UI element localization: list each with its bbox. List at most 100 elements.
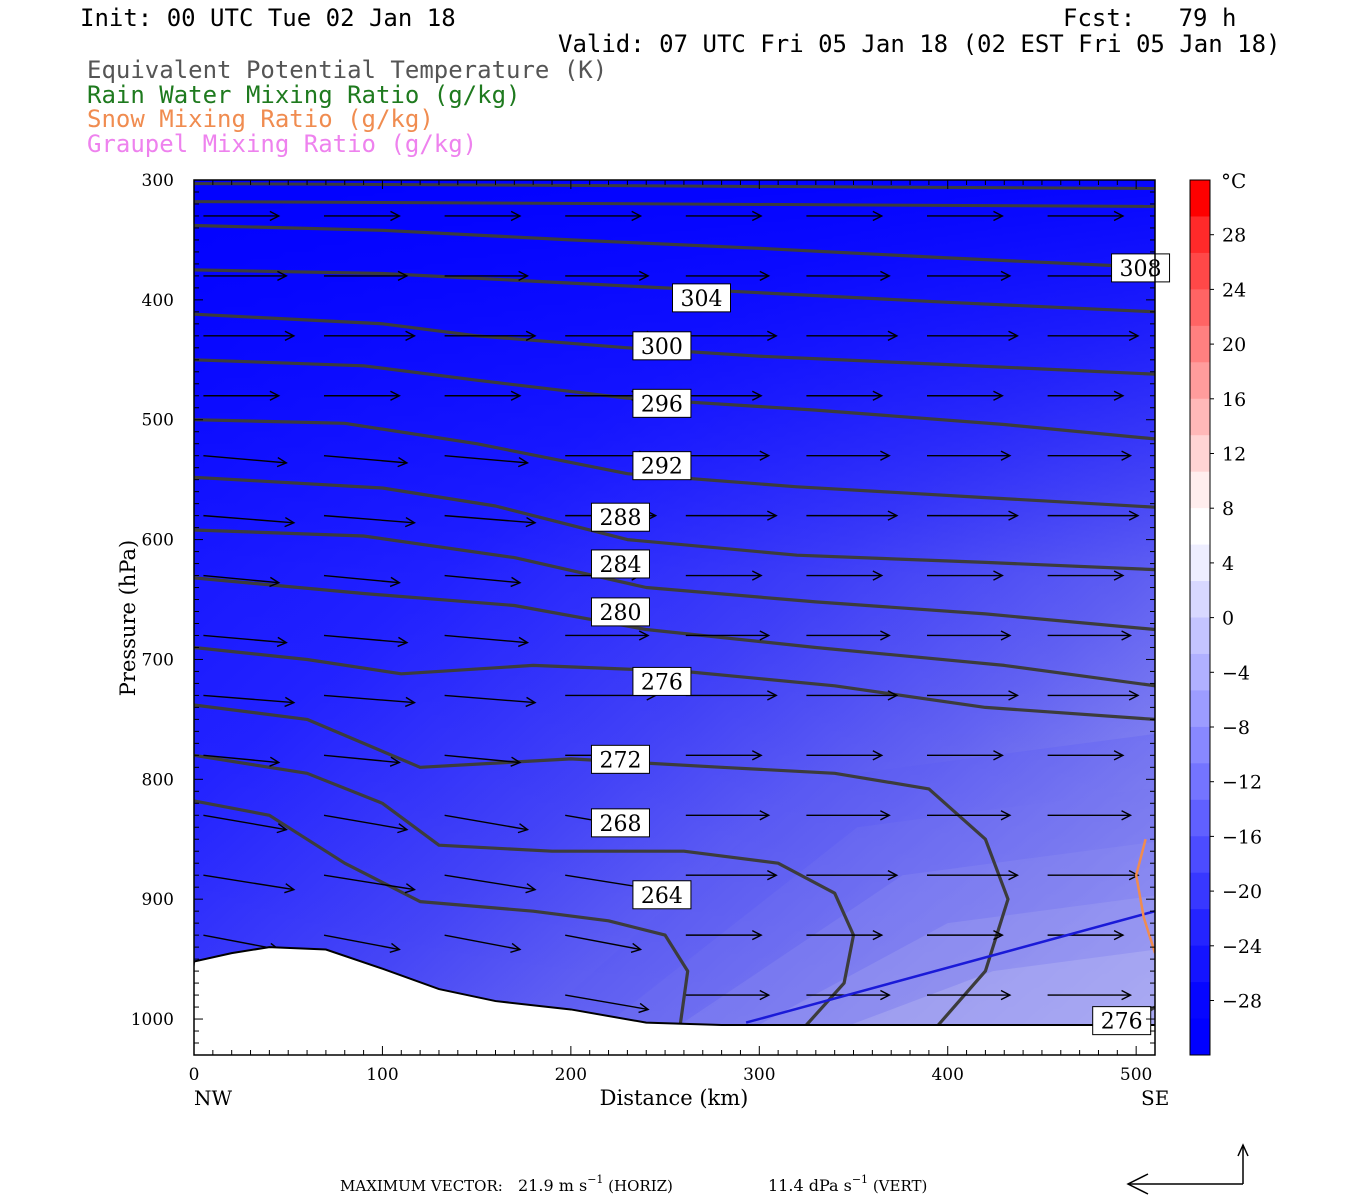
colorbar-label: 24: [1222, 279, 1246, 301]
colorbar-swatch: [1190, 1018, 1210, 1056]
field-legend-rain: Rain Water Mixing Ratio (g/kg): [87, 81, 521, 109]
wind-vector-head: [518, 270, 530, 282]
wind-vector-head: [525, 883, 537, 894]
wind-vector-head: [880, 270, 891, 282]
x-tick-label: 500: [1120, 1065, 1152, 1085]
wind-vector-head: [1000, 630, 1012, 641]
temperature-band: [634, 841, 1155, 1055]
contour-label: 288: [599, 506, 641, 531]
wind-vector-head: [269, 390, 281, 401]
wind-vector-head: [887, 870, 899, 881]
wind-vector-head: [510, 390, 522, 401]
wind-vector: [203, 454, 287, 464]
colorbar-label: −4: [1222, 662, 1250, 684]
colorbar-swatch: [1190, 216, 1210, 254]
colorbar-swatch: [1190, 763, 1210, 801]
wind-vector-head: [269, 576, 281, 588]
wind-vector-head: [390, 210, 401, 222]
theta-e-contour-264: [194, 799, 690, 1026]
colorbar-swatch: [1190, 508, 1210, 546]
max-vector-label: MAXIMUM VECTOR:: [340, 1177, 503, 1195]
wind-vector-head: [1000, 450, 1012, 461]
theta-e-contour-276: [194, 645, 1155, 721]
contour-label-box: [632, 388, 692, 418]
wind-vector: [323, 874, 415, 891]
x-tick-label: 300: [743, 1065, 775, 1085]
wind-vector: [323, 574, 400, 584]
wind-vector: [323, 694, 415, 704]
wind-vector-head: [630, 942, 643, 953]
reference-vector-icon: [1126, 1143, 1249, 1195]
colorbar-swatch: [1190, 617, 1210, 655]
x-tick-label: 0: [189, 1065, 200, 1085]
wind-vector: [444, 634, 528, 644]
wind-vector-head: [1000, 270, 1012, 282]
y-tick-label: 400: [142, 291, 174, 311]
wind-vector-head: [872, 929, 884, 941]
theta-e-contour-280: [194, 576, 1155, 688]
colorbar-swatch: [1190, 909, 1210, 947]
contour-label: 280: [599, 601, 641, 626]
y-tick-label: 1000: [131, 1010, 174, 1030]
wind-vector-head: [1128, 510, 1140, 521]
wind-vector-head: [751, 210, 763, 222]
theta-e-contour: [194, 182, 1155, 190]
wind-vector-head: [510, 576, 522, 588]
wind-vector-head: [404, 696, 417, 708]
colorbar-label: 16: [1222, 389, 1246, 411]
wind-vector-head: [767, 870, 778, 881]
wind-vector: [444, 574, 521, 584]
wind-vector-head: [269, 210, 281, 222]
wind-vector: [323, 454, 407, 464]
colorbar-swatch: [1190, 581, 1210, 618]
wind-vector-head: [276, 636, 288, 648]
terrain-mask: [194, 946, 1155, 1055]
wind-vector-head: [759, 450, 771, 461]
contour-label: 272: [599, 748, 641, 773]
theta-e-contour-284: [194, 528, 1155, 632]
wind-vector-head: [517, 456, 530, 468]
theta-e-contour-300: [194, 312, 1155, 376]
wind-vector-head: [510, 756, 522, 767]
wind-vector-head: [1113, 929, 1125, 941]
contour-label-box: [590, 744, 650, 774]
colorbar-label: −28: [1222, 991, 1262, 1013]
wind-vector-head: [525, 516, 537, 528]
wind-vector-head: [1008, 690, 1019, 701]
wind-vector: [203, 514, 294, 524]
colorbar-swatch: [1190, 180, 1210, 217]
theta-e-contour: [194, 200, 1155, 208]
colorbar-label: −12: [1222, 772, 1262, 794]
contour-label: 300: [641, 335, 683, 360]
wind-vector-head: [759, 810, 771, 821]
field-legend-snow: Snow Mixing Ratio (g/kg): [87, 105, 434, 133]
wind-vector-head: [1113, 390, 1125, 401]
wind-vector-head: [880, 630, 891, 641]
wind-vector-head: [872, 750, 884, 761]
colorbar-label: 28: [1222, 225, 1246, 247]
contour-label: 268: [599, 812, 641, 837]
contour-label-box: [632, 331, 692, 361]
colorbar-label: 0: [1222, 608, 1234, 630]
y-tick-label: 700: [142, 650, 174, 670]
y-tick-label: 500: [142, 411, 174, 431]
theta-e-contour-304: [194, 268, 1155, 314]
wind-vector-head: [269, 756, 281, 767]
wind-vector: [444, 454, 528, 464]
wind-vector-head: [1113, 570, 1125, 581]
wind-vector-head: [993, 929, 1004, 941]
colorbar-label: 8: [1222, 498, 1234, 520]
wind-vector-head: [404, 883, 416, 894]
colorbar-swatch: [1190, 945, 1210, 983]
colorbar-label: 20: [1222, 334, 1246, 356]
theta-e-contour-272: [194, 703, 1010, 1027]
wind-vector-head: [767, 510, 778, 521]
wind-vector-head: [1008, 510, 1019, 521]
wind-vector: [203, 814, 287, 831]
wind-vector-head: [397, 270, 409, 282]
wind-vector-head: [759, 989, 771, 1001]
wind-vector-head: [390, 390, 401, 401]
wind-vector: [323, 634, 407, 644]
wind-vector: [203, 634, 287, 644]
wind-vector-head: [284, 696, 296, 708]
